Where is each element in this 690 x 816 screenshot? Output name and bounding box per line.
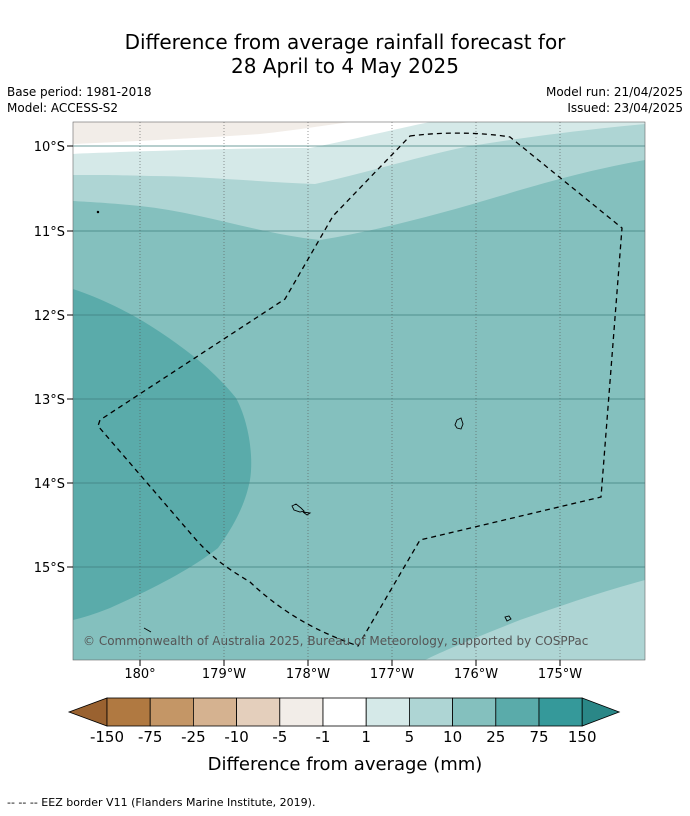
- colorbar-segment: [538, 697, 583, 727]
- colorbar-tick-label: 1: [361, 728, 371, 746]
- eez-border: [97, 132, 623, 647]
- contour-minus5-minus1: [73, 122, 350, 144]
- contour-25-75: [73, 289, 252, 620]
- base-period: Base period: 1981-2018: [7, 85, 152, 99]
- metadata-left: Base period: 1981-2018 Model: ACCESS-S2: [7, 84, 152, 116]
- island-c: [302, 511, 312, 516]
- title-line-2: 28 April to 4 May 2025: [231, 54, 459, 78]
- colorbar-tick-label: 150: [568, 728, 597, 746]
- colorbar-tick-label: -150: [90, 728, 124, 746]
- colorbar-segment: [452, 697, 497, 727]
- lon-label: 180°: [124, 667, 155, 682]
- colorbar-segment: [236, 697, 281, 727]
- colorbar-segment: [106, 697, 151, 727]
- lat-gridlines: [73, 145, 645, 568]
- colorbar-tick-label: -75: [138, 728, 163, 746]
- colorbar-segment: [279, 697, 324, 727]
- colorbar-legend: [67, 697, 621, 727]
- longitude-axis: 180° 179°W 178°W 177°W 176°W 175°W: [124, 660, 582, 682]
- colorbar-tick-label: 25: [486, 728, 505, 746]
- colorbar-tick-label: 75: [529, 728, 548, 746]
- colorbar-segment: [365, 697, 410, 727]
- latitude-axis: 10°S 11°S 12°S 13°S 14°S 15°S: [34, 140, 73, 576]
- lon-label: 178°W: [286, 667, 330, 682]
- colorbar-extend-low: [67, 697, 108, 727]
- model-run: Model run: 21/04/2025: [545, 85, 683, 99]
- lat-label: 14°S: [34, 477, 65, 492]
- lon-label: 176°W: [454, 667, 498, 682]
- map-frame: [72, 121, 646, 661]
- lon-label: 179°W: [202, 667, 246, 682]
- lat-label: 11°S: [34, 225, 65, 240]
- metadata-right: Model run: 21/04/2025 Issued: 23/04/2025: [546, 84, 683, 116]
- colorbar-tick-label: -1: [316, 728, 331, 746]
- island-e: [143, 627, 152, 633]
- colorbar-tick-label: 10: [443, 728, 462, 746]
- colorbar-tick-label: 5: [405, 728, 415, 746]
- lon-label: 177°W: [370, 667, 414, 682]
- issued-date: Issued: 23/04/2025: [567, 101, 683, 115]
- map-title: Difference from average rainfall forecas…: [0, 30, 690, 78]
- colorbar-segment: [322, 697, 367, 727]
- island-a: [454, 417, 464, 430]
- lat-label: 10°S: [34, 140, 65, 155]
- colorbar-segment: [192, 697, 237, 727]
- island-f: [96, 210, 100, 214]
- eez-footnote: -- -- -- EEZ border V11 (Flanders Marine…: [7, 796, 316, 809]
- islands: [96, 210, 512, 633]
- lat-label: 12°S: [34, 309, 65, 324]
- lat-label: 15°S: [34, 561, 65, 576]
- colorbar-segment: [149, 697, 194, 727]
- colorbar-extend-high: [581, 697, 621, 727]
- copyright-notice: © Commonwealth of Australia 2025, Bureau…: [83, 634, 588, 648]
- island-b: [291, 503, 305, 513]
- colorbar-segment: [408, 697, 453, 727]
- lat-label: 13°S: [34, 393, 65, 408]
- colorbar-title: Difference from average (mm): [208, 754, 483, 775]
- title-line-1: Difference from average rainfall forecas…: [124, 30, 566, 54]
- island-d: [504, 615, 512, 622]
- colorbar-segment: [495, 697, 540, 727]
- colorbar-tick-labels: -150 -75 -25 -10 -5 -1 1 5 10 25 75 150: [90, 728, 597, 746]
- colorbar-tick-label: -10: [224, 728, 249, 746]
- rainfall-contours: [73, 122, 645, 660]
- contour-5-10-south: [425, 580, 645, 660]
- colorbar-tick-label: -5: [272, 728, 287, 746]
- lon-label: 175°W: [538, 667, 582, 682]
- colorbar-tick-label: -25: [181, 728, 206, 746]
- model-name: Model: ACCESS-S2: [7, 101, 119, 115]
